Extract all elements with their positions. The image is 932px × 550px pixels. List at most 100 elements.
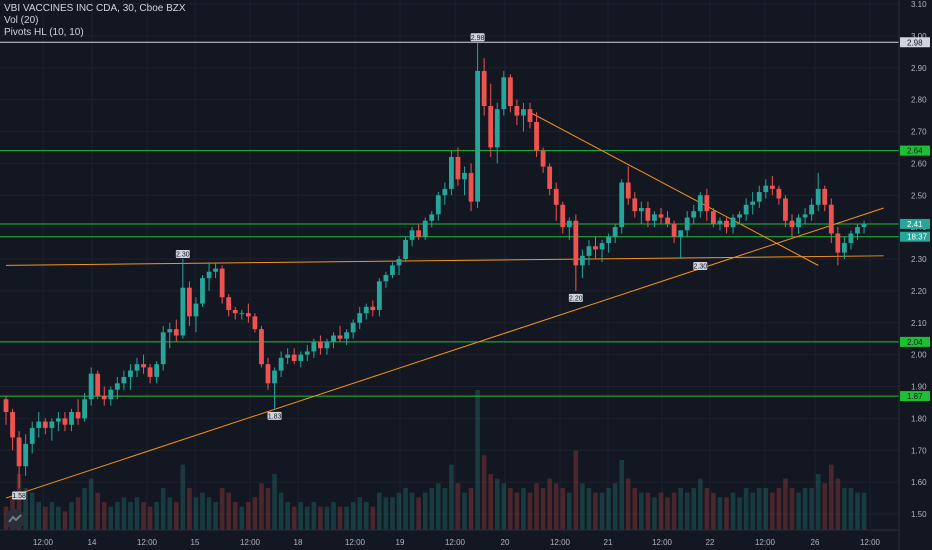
- candle[interactable]: [822, 188, 828, 205]
- candle[interactable]: [481, 70, 487, 106]
- trendline[interactable]: [5, 255, 884, 266]
- candle[interactable]: [652, 214, 657, 221]
- candle[interactable]: [331, 335, 336, 342]
- candle[interactable]: [69, 412, 74, 425]
- candle[interactable]: [494, 109, 500, 148]
- candle[interactable]: [134, 364, 140, 371]
- candle[interactable]: [560, 204, 566, 228]
- candle[interactable]: [488, 106, 494, 148]
- candle[interactable]: [756, 192, 762, 202]
- pivots-indicator-label[interactable]: Pivots HL (10, 10): [4, 27, 84, 38]
- candle[interactable]: [298, 354, 304, 361]
- candle[interactable]: [678, 230, 684, 237]
- candle[interactable]: [612, 227, 618, 237]
- candle[interactable]: [252, 316, 258, 330]
- candle[interactable]: [285, 354, 291, 358]
- candle[interactable]: [724, 220, 729, 228]
- candle[interactable]: [625, 182, 631, 199]
- candle[interactable]: [468, 172, 474, 202]
- candle[interactable]: [272, 370, 277, 384]
- candle[interactable]: [226, 297, 232, 310]
- candle[interactable]: [160, 332, 166, 365]
- candle[interactable]: [200, 278, 205, 304]
- candle[interactable]: [422, 220, 428, 237]
- candle[interactable]: [809, 204, 815, 215]
- candle[interactable]: [691, 211, 697, 218]
- candle[interactable]: [527, 109, 533, 122]
- candle[interactable]: [147, 367, 153, 377]
- candle[interactable]: [796, 217, 801, 228]
- candle[interactable]: [750, 201, 756, 205]
- candle[interactable]: [187, 287, 192, 317]
- candle[interactable]: [108, 389, 114, 400]
- candle[interactable]: [521, 109, 526, 116]
- candle[interactable]: [769, 185, 775, 189]
- candle[interactable]: [23, 443, 29, 467]
- candle[interactable]: [206, 271, 212, 279]
- candle[interactable]: [743, 204, 749, 215]
- candle[interactable]: [95, 373, 101, 397]
- candle[interactable]: [311, 341, 317, 352]
- candle[interactable]: [10, 412, 15, 438]
- candle[interactable]: [645, 208, 651, 221]
- candle[interactable]: [737, 214, 742, 218]
- candle[interactable]: [390, 265, 395, 275]
- candle[interactable]: [501, 77, 507, 110]
- candle[interactable]: [49, 421, 55, 428]
- candle[interactable]: [291, 354, 297, 361]
- candle[interactable]: [82, 399, 87, 419]
- candle[interactable]: [455, 157, 461, 180]
- candle[interactable]: [547, 166, 553, 189]
- candle[interactable]: [658, 214, 664, 218]
- candle[interactable]: [704, 195, 710, 212]
- candle[interactable]: [763, 185, 769, 193]
- candle[interactable]: [232, 310, 238, 314]
- candle[interactable]: [435, 195, 441, 215]
- candle[interactable]: [514, 106, 520, 116]
- candle[interactable]: [638, 208, 644, 212]
- trendline[interactable]: [5, 207, 884, 499]
- candle[interactable]: [16, 437, 22, 467]
- candle[interactable]: [566, 220, 572, 228]
- candle[interactable]: [128, 370, 133, 377]
- candle[interactable]: [599, 243, 605, 250]
- candle[interactable]: [606, 236, 611, 244]
- candle[interactable]: [101, 396, 107, 400]
- candle[interactable]: [29, 427, 35, 444]
- candle[interactable]: [848, 233, 854, 244]
- candle[interactable]: [403, 239, 408, 259]
- chart-title[interactable]: VBI VACCINES INC CDA, 30, Cboe BZX: [4, 3, 186, 14]
- candle[interactable]: [671, 223, 677, 237]
- candle[interactable]: [573, 220, 579, 266]
- candle[interactable]: [141, 364, 146, 368]
- candle[interactable]: [553, 188, 559, 205]
- candle[interactable]: [442, 188, 448, 196]
- candle[interactable]: [593, 246, 598, 250]
- candle[interactable]: [62, 418, 68, 425]
- candle[interactable]: [475, 70, 480, 202]
- candle[interactable]: [697, 195, 703, 212]
- candle[interactable]: [3, 399, 9, 412]
- candle[interactable]: [815, 188, 821, 205]
- candle[interactable]: [619, 182, 625, 228]
- candle[interactable]: [239, 313, 245, 315]
- candle[interactable]: [344, 332, 349, 339]
- volume-indicator-label[interactable]: Vol (20): [4, 15, 39, 26]
- candle[interactable]: [265, 364, 271, 384]
- candle[interactable]: [580, 255, 585, 266]
- candle[interactable]: [88, 373, 94, 400]
- candle[interactable]: [350, 322, 356, 333]
- candle[interactable]: [213, 268, 218, 272]
- candle[interactable]: [219, 268, 225, 298]
- candle[interactable]: [357, 313, 363, 323]
- candle[interactable]: [363, 306, 369, 314]
- candle[interactable]: [259, 329, 264, 365]
- candle[interactable]: [304, 351, 310, 355]
- candle[interactable]: [318, 341, 323, 349]
- candle[interactable]: [776, 188, 782, 199]
- candle[interactable]: [337, 335, 343, 339]
- candle[interactable]: [861, 223, 867, 228]
- candle[interactable]: [449, 157, 454, 189]
